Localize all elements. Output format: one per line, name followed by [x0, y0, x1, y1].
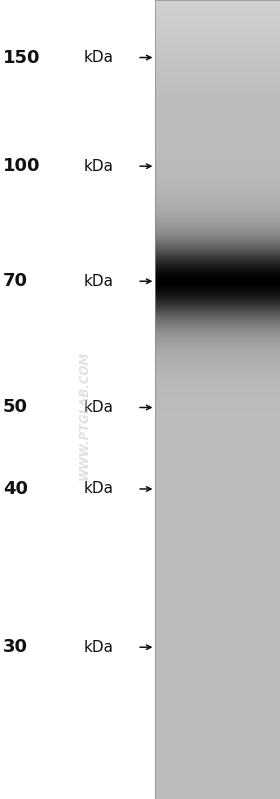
Text: kDa: kDa: [84, 50, 114, 65]
Text: WWW.PTGLAB.COM: WWW.PTGLAB.COM: [78, 351, 90, 480]
Text: 30: 30: [3, 638, 28, 656]
Text: kDa: kDa: [84, 274, 114, 288]
Text: kDa: kDa: [84, 159, 114, 173]
Text: 70: 70: [3, 272, 28, 290]
Text: 150: 150: [3, 49, 40, 66]
Text: 100: 100: [3, 157, 40, 175]
Text: kDa: kDa: [84, 482, 114, 496]
Text: kDa: kDa: [84, 640, 114, 654]
Bar: [155, 0, 280, 799]
Text: kDa: kDa: [84, 400, 114, 415]
Text: 40: 40: [3, 480, 28, 498]
Text: 50: 50: [3, 399, 28, 416]
